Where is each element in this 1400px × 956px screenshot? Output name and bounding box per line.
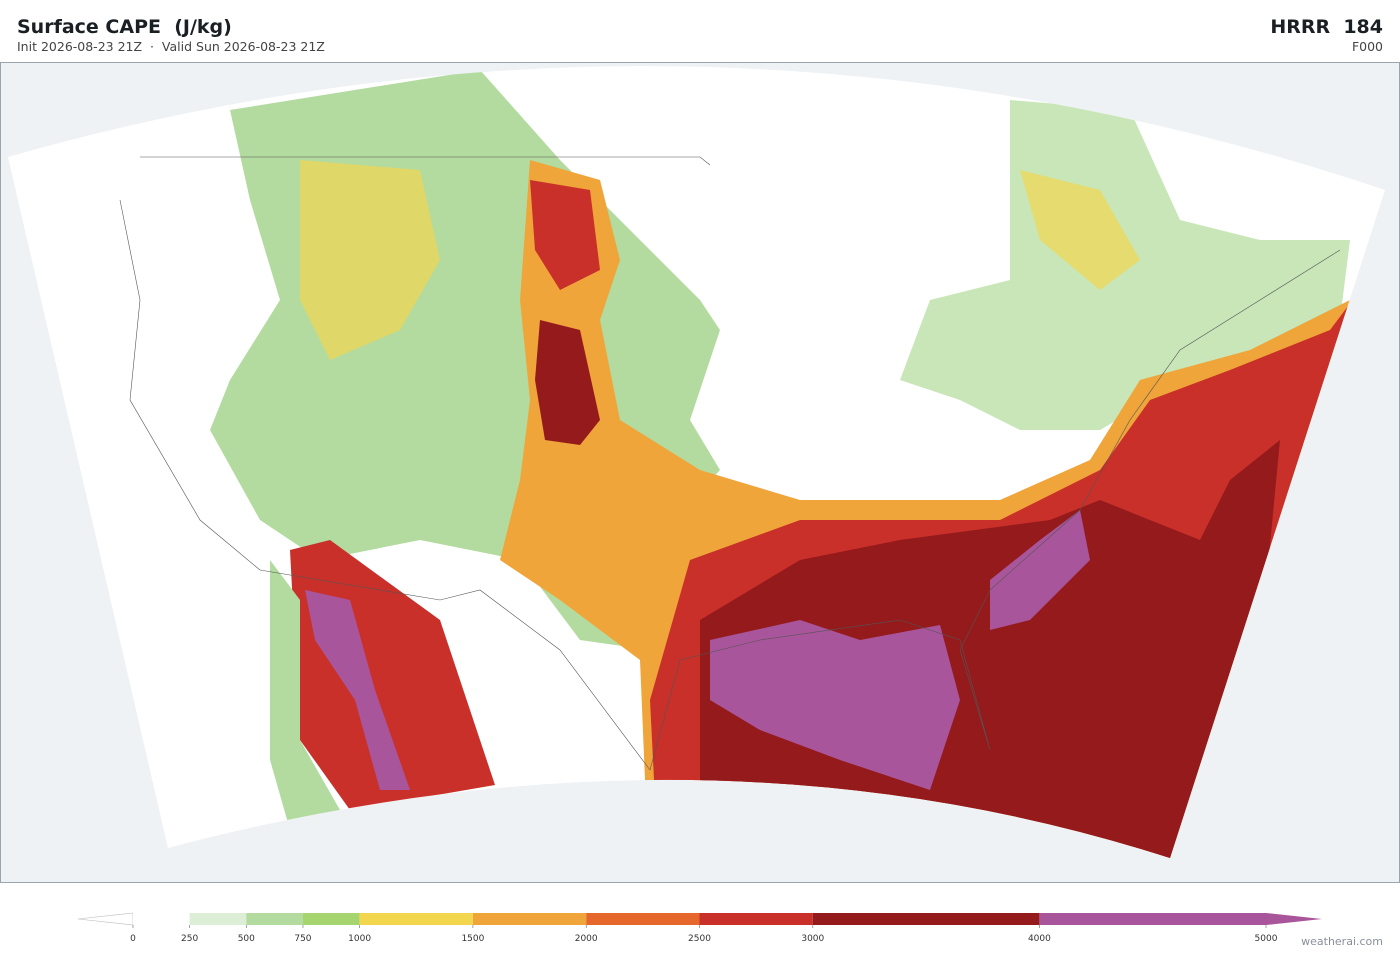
forecast-hour: F000 <box>1351 39 1383 54</box>
colorbar-segment <box>133 913 190 925</box>
colorbar-segment <box>699 913 813 925</box>
colorbar-segment <box>812 913 1040 925</box>
colorbar-segment <box>586 913 700 925</box>
colorbar-under-arrow <box>77 912 134 926</box>
colorbar-tick-label: 1500 <box>461 934 484 944</box>
colorbar-tick-label: 0 <box>130 934 136 944</box>
colorbar-tick-label: 5000 <box>1255 934 1278 944</box>
colorbar-tick-label: 2500 <box>688 934 711 944</box>
colorbar-segment <box>1039 913 1266 925</box>
colorbar-segment <box>189 913 247 925</box>
colorbar-tick-label: 750 <box>294 934 311 944</box>
colorbar-segment <box>359 913 473 925</box>
colorbar-tick-label: 1000 <box>348 934 371 944</box>
map-subtitle: Init 2026-08-23 21Z · Valid Sun 2026-08-… <box>17 39 325 54</box>
cape-field <box>210 70 1385 858</box>
colorbar-tick-label: 2000 <box>575 934 598 944</box>
model-label: HRRR 184 <box>1270 16 1383 38</box>
colorbar-tick-label: 500 <box>238 934 255 944</box>
map-title: Surface CAPE (J/kg) <box>17 16 232 38</box>
colorbar-tick-label: 3000 <box>801 934 824 944</box>
credit: weatherai.com <box>1301 935 1383 948</box>
colorbar-segment <box>246 913 303 925</box>
boundaries <box>119 156 1341 771</box>
colorbar-tick-label: 4000 <box>1028 934 1051 944</box>
colorbar-over-arrow <box>1266 913 1322 925</box>
colorbar-tick-label: 250 <box>181 934 198 944</box>
colorbar-segment <box>302 913 360 925</box>
colorbar-segment <box>472 913 587 925</box>
